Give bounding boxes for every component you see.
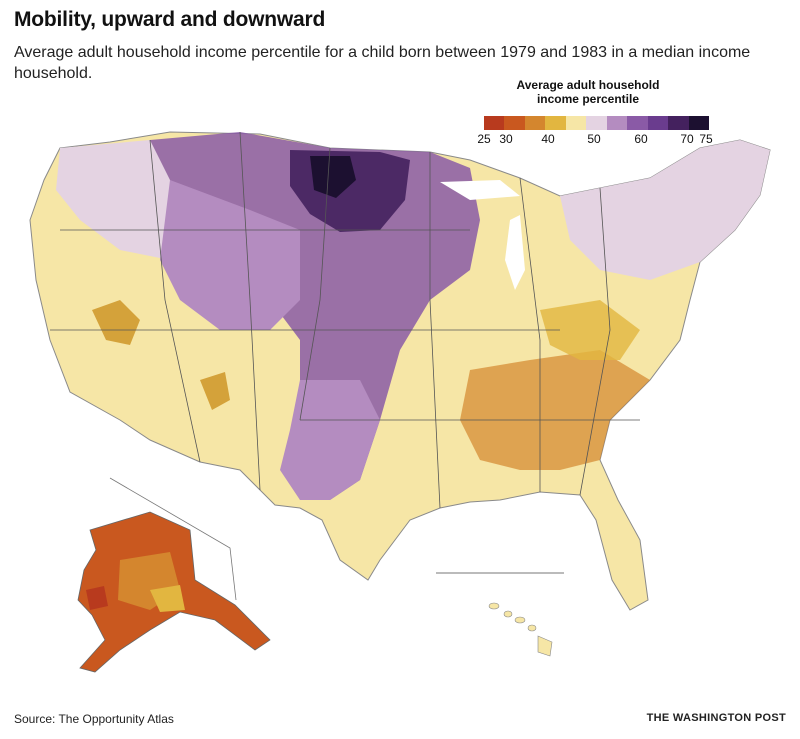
map-subtitle: Average adult household income percentil…	[14, 44, 751, 82]
legend-tick-50: 50	[587, 132, 601, 146]
rocky-mountain-purple	[160, 180, 300, 330]
texas-purple	[280, 380, 380, 500]
legend-title: Average adult household income percentil…	[516, 78, 660, 106]
legend-swatch-9	[668, 116, 689, 130]
legend-swatch-5	[586, 116, 607, 130]
hawaii-islands	[488, 602, 553, 657]
legend-swatch-7	[627, 116, 648, 130]
dakota-darkest-core	[310, 156, 356, 198]
nevada-orange-pocket	[92, 300, 140, 345]
legend-color-bar	[484, 116, 709, 130]
legend-swatch-2	[524, 116, 546, 130]
legend-tick-30: 30	[499, 132, 513, 146]
legend-tick-75: 75	[699, 132, 713, 146]
legend-tick-70: 70	[680, 132, 694, 146]
legend-tick-60: 60	[634, 132, 648, 146]
alaska-inset-frame	[109, 477, 237, 601]
county-choropleth-map	[29, 131, 771, 673]
arizona-orange-pocket	[200, 372, 230, 410]
legend-swatch-6	[606, 116, 628, 130]
legend-tick-25: 25	[477, 132, 491, 146]
lake-michigan	[505, 215, 525, 290]
legend-swatch-3	[545, 116, 566, 130]
legend-swatch-4	[565, 116, 587, 130]
legend-ticks: 25 30 40 50 60 70 75	[476, 132, 716, 146]
lake-superior	[440, 180, 520, 200]
source-note: Source: The Opportunity Atlas	[14, 712, 174, 726]
northeast-light-purple	[560, 140, 770, 280]
southeast-low-mobility	[460, 350, 650, 470]
map-title: Mobility, upward and downward	[14, 8, 326, 31]
alaska-red-pocket	[86, 586, 108, 610]
legend-swatch-0	[484, 116, 505, 130]
legend-swatch-10	[688, 116, 709, 130]
state-boundaries	[50, 131, 640, 509]
legend-tick-40: 40	[541, 132, 555, 146]
appalachia-low-mobility	[540, 300, 640, 360]
publisher-credit: THE WASHINGTON POST	[646, 712, 786, 724]
legend-swatch-1	[504, 116, 525, 130]
alaska-southeast-tan	[150, 585, 185, 612]
legend-swatch-8	[647, 116, 669, 130]
